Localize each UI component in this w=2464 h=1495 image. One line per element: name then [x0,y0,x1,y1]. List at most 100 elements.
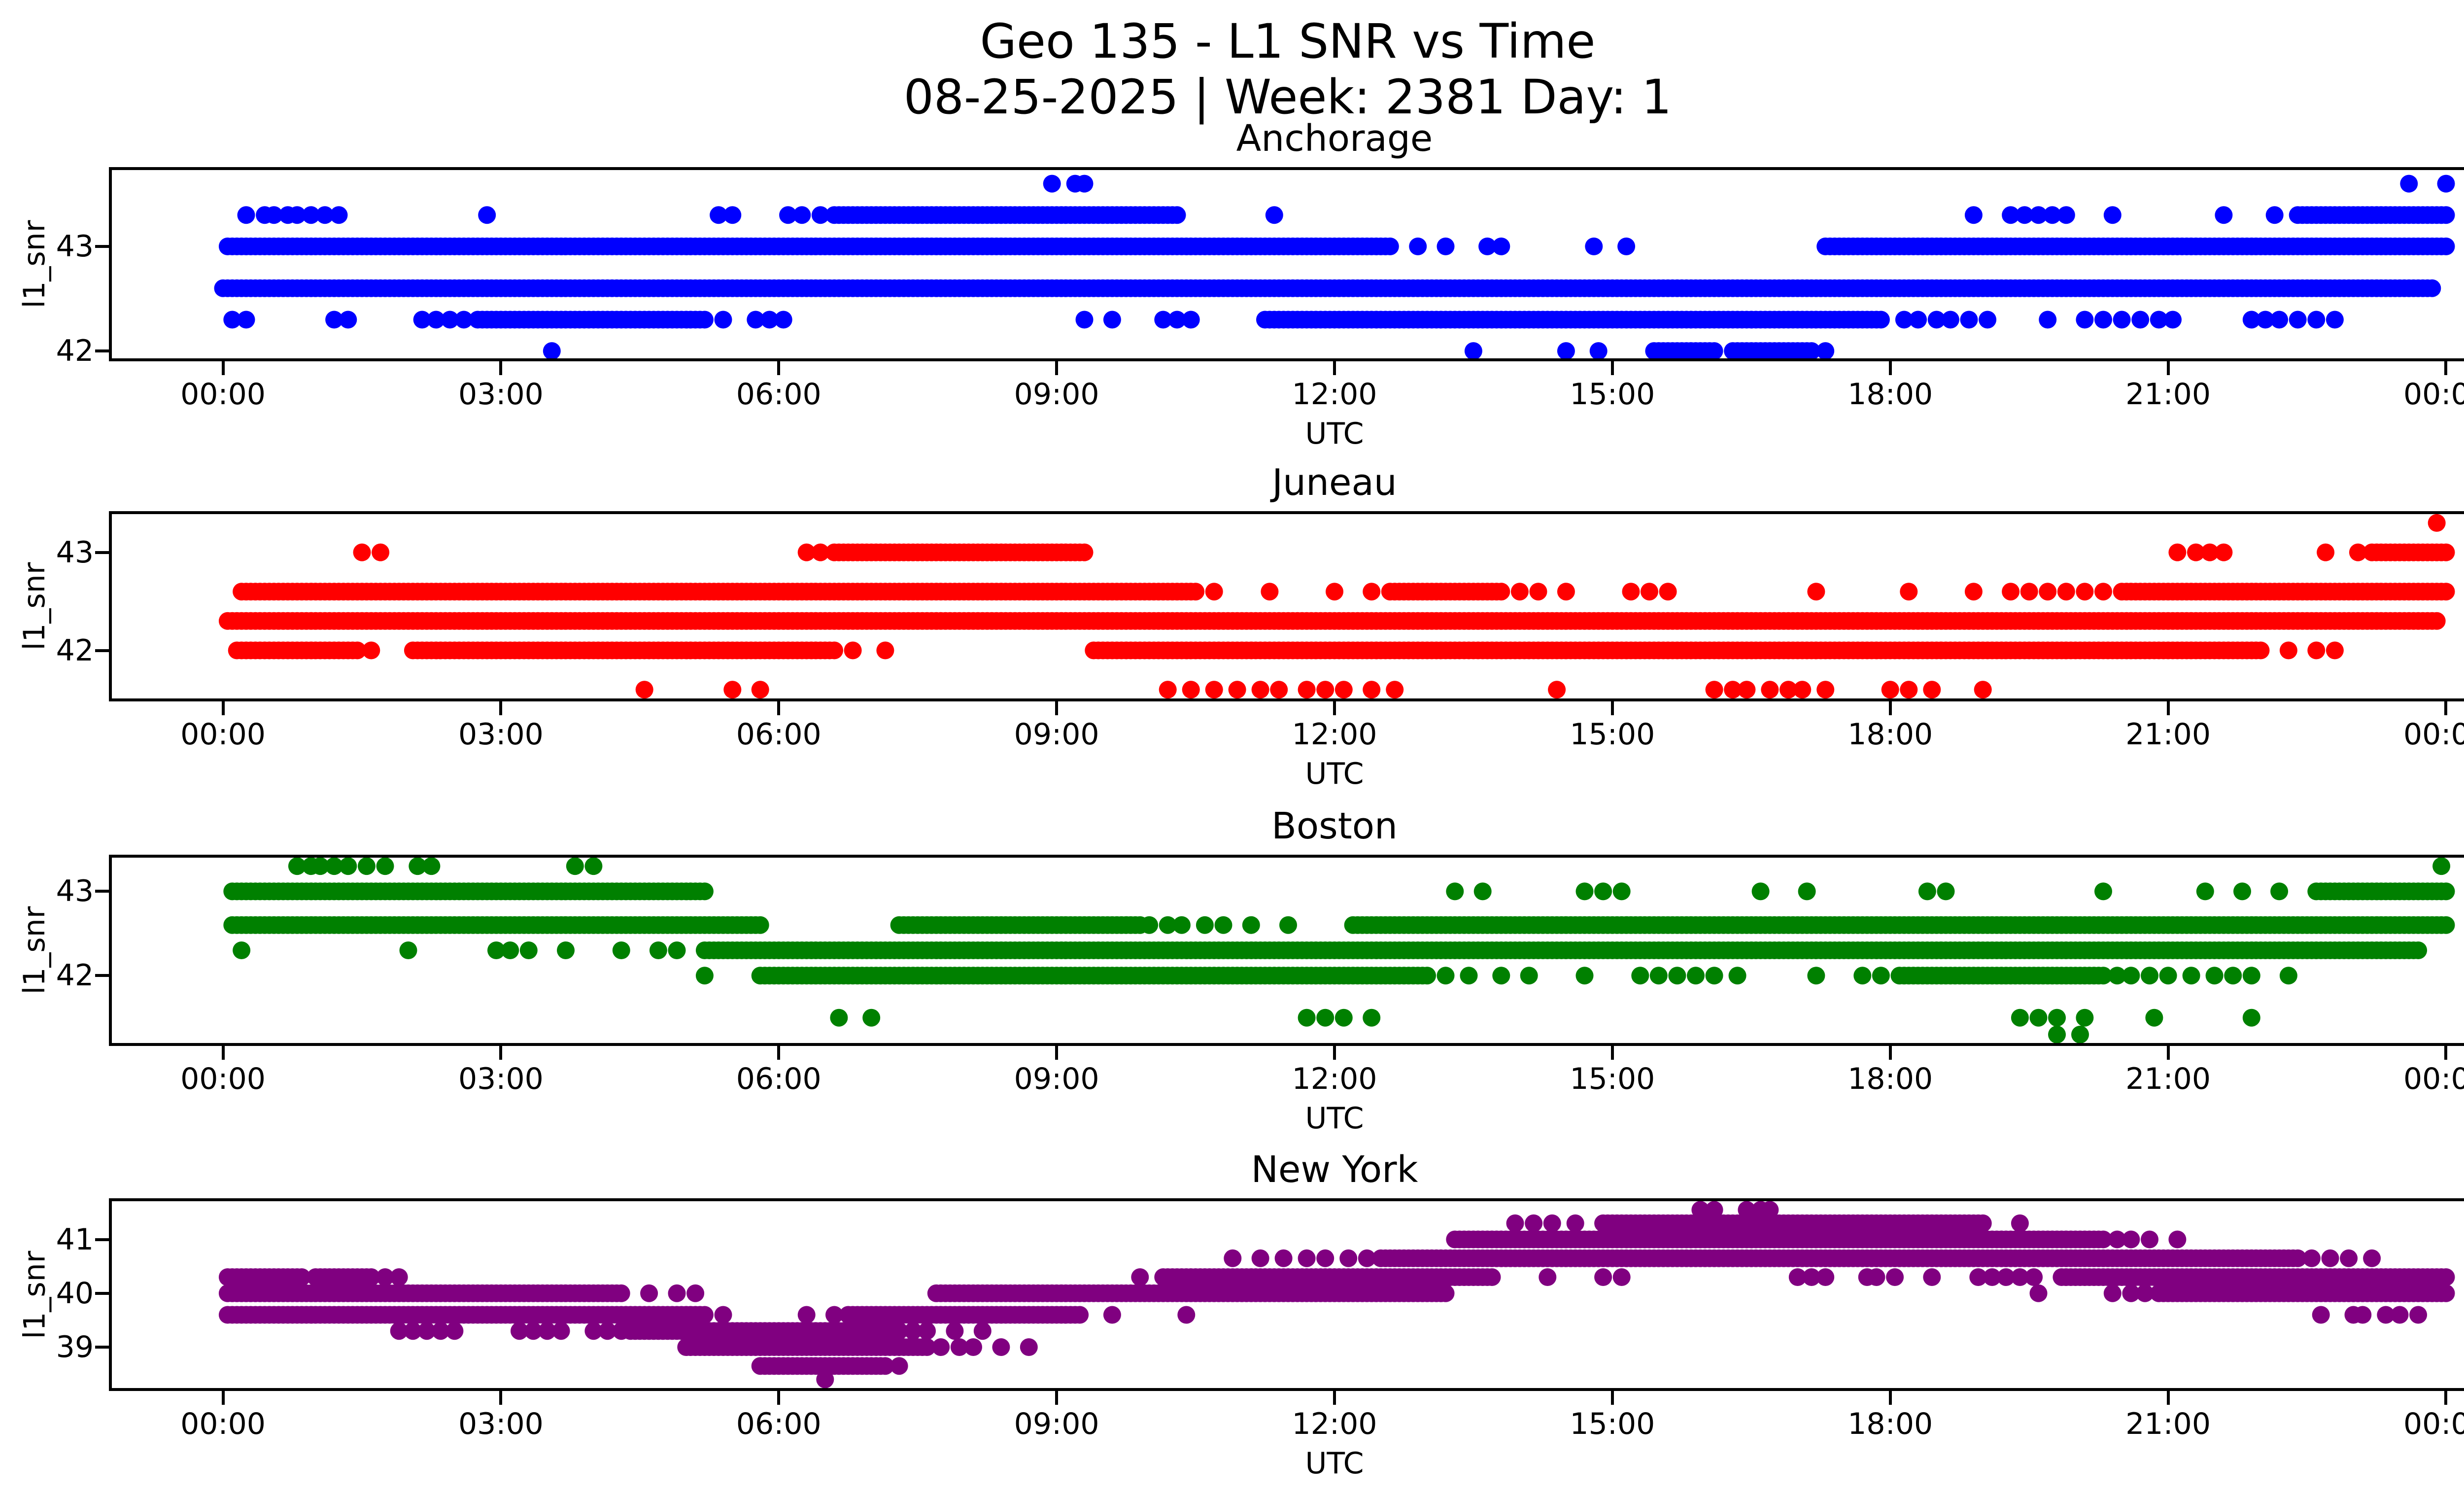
x-tick-label: 03:00 [458,717,544,752]
y-tick-label: 43 [56,535,94,570]
x-tick-label: 09:00 [1014,717,1099,752]
subplot-title-new-york: New York [1251,1148,1418,1191]
x-tick-label: 03:00 [458,377,544,412]
snr-level-42.3-points [233,941,2428,959]
x-tick-label: 18:00 [1848,1407,1933,1441]
y-tick-mark [95,1345,109,1349]
x-tick-label: 00:00 [180,1407,266,1441]
snr-level-42.3-points [223,311,2344,329]
x-tick-mark [1610,1391,1614,1405]
y-tick-mark [95,974,109,977]
y-tick-mark [95,890,109,893]
x-tick-label: 06:00 [736,377,821,412]
x-tick-mark [777,1391,781,1405]
y-tick-mark [95,1238,109,1241]
snr-level-41.3-points [1506,1214,2029,1232]
x-tick-mark [221,1391,225,1405]
x-tick-label: 09:00 [1014,1062,1099,1096]
x-tick-mark [1333,361,1336,375]
snr-level-43-points [218,237,2455,255]
x-tick-label: 21:00 [2125,377,2211,412]
snr-level-42.6-points [214,279,2441,297]
snr-level-42.6-points [233,583,2455,601]
x-tick-label: 00:00 [2403,1062,2464,1096]
snr-level-41.6-points [635,681,1992,698]
x-tick-label: 03:00 [458,1407,544,1441]
snr-level-43-points [223,882,2455,901]
snr-level-39.3-points [390,1322,992,1340]
subplot-title-boston: Boston [1271,805,1398,847]
y-tick-label: 42 [56,633,94,668]
figure-title-line2: 08-25-2025 | Week: 2381 Day: 1 [903,70,1672,125]
x-tick-mark [777,701,781,715]
x-tick-mark [221,361,225,375]
x-tick-mark [1333,1046,1336,1060]
x-tick-label: 21:00 [2125,717,2211,752]
snr-level-42-points [543,342,1835,358]
y-tick-label: 42 [56,334,94,369]
x-tick-label: 21:00 [2125,1407,2211,1441]
x-tick-mark [1610,361,1614,375]
snr-level-41.5-points [830,1008,2260,1027]
y-tick-label: 43 [56,874,94,909]
x-tick-mark [2166,361,2170,375]
x-tick-label: 00:00 [180,377,266,412]
x-tick-label: 12:00 [1292,1407,1377,1441]
x-tick-label: 09:00 [1014,377,1099,412]
x-tick-mark [499,1391,503,1405]
x-tick-mark [1610,1046,1614,1060]
figure-title-line1: Geo 135 - L1 SNR vs Time [980,14,1596,69]
x-tick-mark [1055,1391,1059,1405]
x-tick-label: 18:00 [1848,377,1933,412]
x-tick-mark [1888,1391,1892,1405]
snr-level-43.3-points [288,858,2451,875]
x-tick-label: 18:00 [1848,1062,1933,1096]
x-tick-mark [2166,1391,2170,1405]
scatter-juneau [218,514,2455,698]
x-tick-mark [499,1046,503,1060]
y-tick-label: 40 [56,1276,94,1311]
x-tick-mark [221,701,225,715]
scatter-new-york [218,1201,2455,1388]
snr-level-40-points [218,1284,2455,1302]
x-tick-label: 15:00 [1570,1407,1655,1441]
x-axis-label-new-york: UTC [1305,1446,1364,1481]
y-tick-mark [95,1291,109,1295]
snr-level-39.6-points [218,1306,2428,1324]
x-tick-label: 12:00 [1292,1062,1377,1096]
y-axis-label-new-york: l1_snr [17,1251,52,1339]
x-tick-mark [1610,701,1614,715]
y-tick-label: 39 [56,1329,94,1364]
x-axis-label-juneau: UTC [1305,757,1364,791]
x-tick-mark [1055,361,1059,375]
x-tick-label: 15:00 [1570,717,1655,752]
x-tick-mark [1333,701,1336,715]
x-tick-label: 18:00 [1848,717,1933,752]
snr-level-43.3-points [2428,514,2446,532]
snr-level-41-points [1446,1230,2187,1249]
subplot-title-juneau: Juneau [1272,461,1397,504]
x-tick-label: 12:00 [1292,377,1377,412]
x-tick-label: 21:00 [2125,1062,2211,1096]
x-tick-mark [499,701,503,715]
x-tick-mark [777,361,781,375]
x-axis-label-anchorage: UTC [1305,417,1364,451]
y-tick-mark [95,244,109,248]
snr-level-38.65-points [751,1357,908,1375]
y-tick-mark [95,551,109,554]
x-tick-label: 00:00 [180,1062,266,1096]
plot-area-boston [109,855,2464,1046]
snr-level-40.65-points [1224,1249,2381,1267]
snr-level-40.3-points [218,1268,2455,1286]
y-tick-mark [95,349,109,353]
x-tick-mark [2444,1391,2448,1405]
snr-level-42.6-points [223,916,2455,934]
y-tick-label: 43 [56,229,94,264]
x-axis-label-boston: UTC [1305,1101,1364,1136]
x-tick-mark [777,1046,781,1060]
x-tick-mark [1055,1046,1059,1060]
y-tick-label: 42 [56,958,94,993]
x-tick-mark [2444,701,2448,715]
x-tick-mark [1888,701,1892,715]
x-tick-label: 09:00 [1014,1407,1099,1441]
